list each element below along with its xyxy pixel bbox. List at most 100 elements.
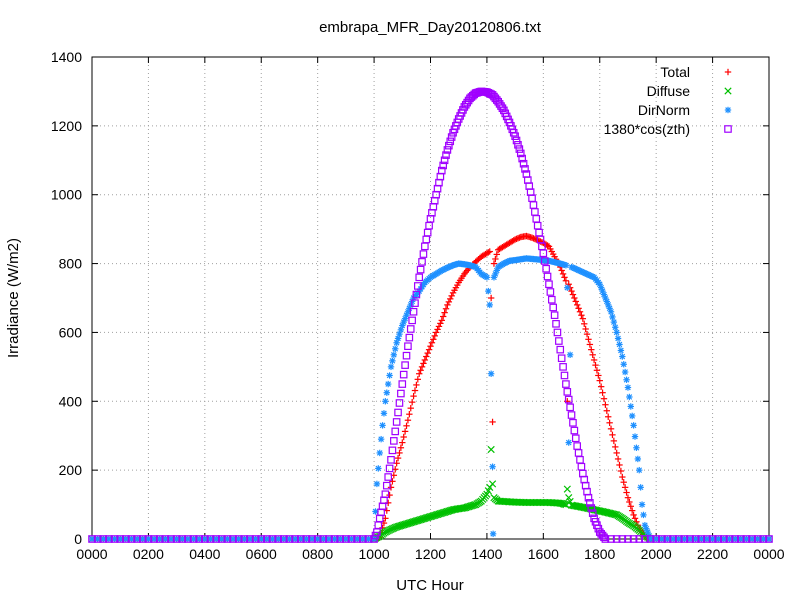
data-point [167, 535, 175, 543]
data-point [155, 535, 164, 543]
data-point [627, 503, 634, 510]
data-point [748, 535, 756, 543]
data-point [577, 462, 586, 471]
data-point [557, 354, 566, 363]
data-point [427, 343, 434, 350]
data-point [296, 535, 305, 543]
data-point [172, 535, 181, 543]
data-point [486, 301, 493, 309]
data-point [631, 515, 639, 522]
data-point [582, 325, 589, 333]
data-point [439, 313, 447, 320]
data-point [195, 535, 203, 543]
data-point [566, 403, 574, 412]
data-point [485, 249, 492, 256]
data-point [533, 221, 542, 230]
x-tick-label: 0000 [753, 546, 784, 562]
data-point [432, 329, 440, 336]
data-point [547, 295, 556, 304]
data-point [420, 360, 427, 367]
data-point [414, 282, 422, 290]
data-point [413, 381, 420, 389]
data-point [641, 535, 649, 543]
data-point [736, 535, 745, 543]
data-point [566, 351, 574, 359]
data-point [587, 504, 596, 512]
data-point [581, 320, 588, 328]
data-point [385, 464, 394, 473]
data-point [138, 535, 147, 543]
data-point [428, 339, 436, 346]
data-point [184, 535, 192, 543]
data-point [489, 530, 497, 538]
data-point [553, 328, 562, 337]
data-point [342, 535, 350, 543]
data-point [441, 309, 448, 316]
data-point [448, 292, 455, 300]
data-point [613, 329, 620, 336]
data-point [274, 535, 282, 543]
data-point [592, 361, 599, 369]
data-point [93, 535, 102, 543]
data-point [530, 235, 537, 242]
data-point [546, 288, 555, 296]
data-point [607, 535, 615, 543]
data-point [609, 313, 616, 321]
data-point [445, 141, 453, 150]
data-point [564, 395, 573, 404]
data-point [400, 433, 407, 441]
legend-marker [724, 106, 732, 114]
data-point [691, 535, 700, 543]
data-point [516, 234, 523, 241]
data-point [483, 274, 491, 281]
data-point [618, 535, 627, 543]
data-point [401, 428, 409, 435]
data-point [613, 449, 620, 457]
data-point [626, 393, 633, 401]
data-point [607, 425, 615, 433]
data-point [612, 324, 619, 331]
data-point [731, 535, 739, 543]
x-tick-label: 0200 [133, 546, 164, 562]
data-point [347, 535, 356, 543]
data-point [319, 535, 328, 543]
data-point [485, 287, 492, 295]
data-point [487, 370, 495, 377]
data-point [382, 398, 389, 405]
data-point [380, 410, 388, 417]
data-point [408, 316, 416, 325]
data-point [373, 480, 381, 488]
data-point [570, 426, 579, 435]
data-point [576, 456, 584, 464]
data-point [614, 455, 622, 463]
data-point [391, 427, 400, 436]
legend-label: DirNorm [638, 102, 690, 118]
data-point [382, 481, 391, 490]
data-point [110, 535, 119, 543]
data-point [616, 341, 623, 348]
data-point [606, 419, 613, 427]
data-point [386, 372, 393, 379]
data-point [759, 535, 768, 543]
data-point [510, 237, 517, 244]
data-point [399, 439, 406, 446]
data-point [624, 384, 632, 391]
data-point [612, 443, 619, 451]
data-point [638, 501, 646, 508]
data-point [336, 535, 345, 543]
data-point [442, 305, 450, 312]
data-point [486, 248, 493, 255]
data-point [637, 484, 644, 491]
data-point [487, 294, 495, 302]
data-point [442, 151, 450, 159]
data-point [549, 303, 558, 312]
data-point [531, 208, 539, 216]
data-point [364, 535, 373, 543]
data-point [573, 442, 581, 450]
data-point [621, 368, 629, 376]
data-point [568, 287, 575, 295]
legend-label: Total [660, 64, 690, 80]
y-tick-label: 1400 [51, 49, 82, 65]
data-point [392, 418, 401, 426]
data-point [412, 290, 421, 299]
